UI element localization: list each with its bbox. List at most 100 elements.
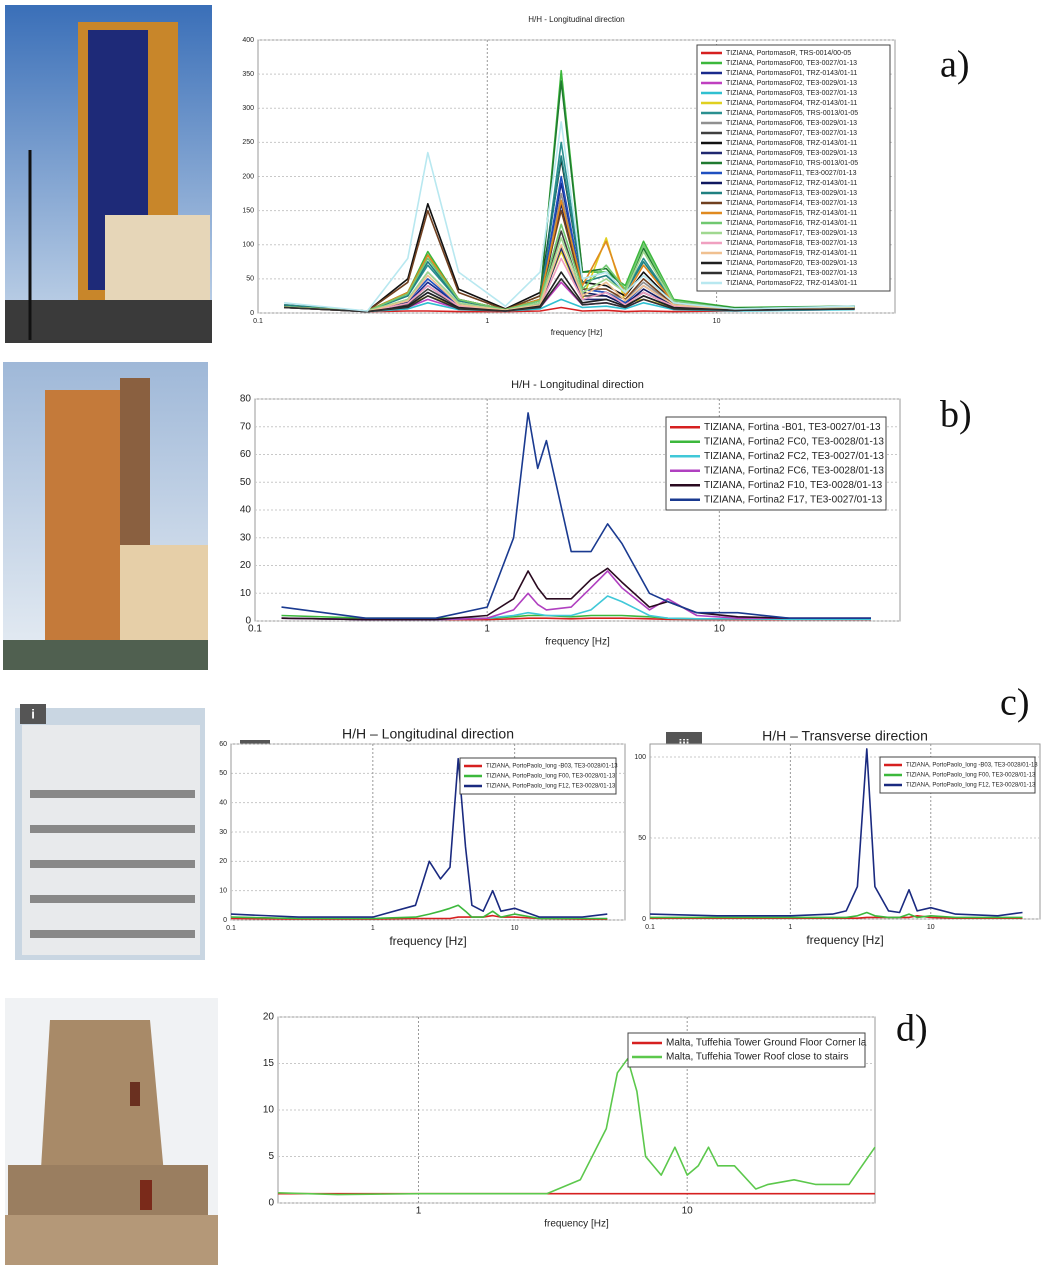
x-axis-label: frequency [Hz] <box>545 637 610 648</box>
y-tick-label: 250 <box>242 139 254 146</box>
y-tick-label: 20 <box>219 858 227 865</box>
y-tick-label: 20 <box>240 560 252 571</box>
legend-label: TIZIANA, PortoPaolo_long -B03, TE3-0028/… <box>486 764 618 770</box>
y-tick-label: 50 <box>219 770 227 777</box>
y-tick-label: 0 <box>268 1198 274 1209</box>
x-tick-label: 1 <box>371 925 375 932</box>
y-tick-label: 10 <box>263 1105 275 1116</box>
chart-title: H/H – Longitudinal direction <box>342 726 514 742</box>
legend-label: TIZIANA, PortomasoF14, TE3-0027/01-13 <box>726 200 857 207</box>
legend-label: TIZIANA, PortomasoF11, TE3-0027/01-13 <box>726 170 857 177</box>
legend-label: TIZIANA, PortomasoF00, TE3-0027/01-13 <box>726 60 857 67</box>
x-tick-label: 1 <box>484 624 490 635</box>
legend-label: TIZIANA, PortoPaolo_long -B03, TE3-0028/… <box>906 763 1038 769</box>
y-tick-label: 20 <box>263 1012 275 1023</box>
legend-label: TIZIANA, Fortina2 F10, TE3-0028/01-13 <box>704 480 883 491</box>
x-tick-label: 1 <box>485 318 489 325</box>
y-tick-label: 50 <box>246 276 254 283</box>
y-tick-label: 100 <box>242 242 254 249</box>
legend-label: TIZIANA, PortomasoR, TRS-0014/00-05 <box>726 50 851 57</box>
legend-label: TIZIANA, PortomasoF05, TRS-0013/01-05 <box>726 110 858 117</box>
x-tick-label: 10 <box>713 318 721 325</box>
photo-c <box>15 704 205 960</box>
panel-label: c) <box>1000 682 1030 724</box>
legend-label: TIZIANA, Fortina2 FC6, TE3-0028/01-13 <box>704 465 884 476</box>
y-tick-label: 70 <box>240 421 252 432</box>
inset-label: i <box>31 706 35 721</box>
panel-label: a) <box>940 44 970 86</box>
x-tick-label: 0.1 <box>248 624 262 635</box>
legend-label: TIZIANA, PortomasoF02, TE3-0029/01-13 <box>726 80 857 87</box>
x-tick-label: 10 <box>714 624 726 635</box>
legend-label: TIZIANA, PortomasoF10, TRS-0013/01-05 <box>726 160 858 167</box>
legend-label: TIZIANA, PortomasoF04, TRZ-0143/01-11 <box>726 100 857 107</box>
figure: a) b) c) d) i ii iii 0501001502002503003… <box>0 0 1042 1267</box>
legend-label: TIZIANA, PortomasoF17, TE3-0029/01-13 <box>726 230 857 237</box>
legend-label: TIZIANA, PortoPaolo_long F12, TE3-0028/0… <box>486 784 616 790</box>
legend-label: TIZIANA, PortomasoF19, TRZ-0143/01-11 <box>726 250 857 257</box>
y-tick-label: 30 <box>240 532 252 543</box>
x-tick-label: 0.1 <box>645 924 655 931</box>
x-tick-label: 1 <box>788 924 792 931</box>
chart-title: H/H - Longitudinal direction <box>528 15 625 24</box>
y-tick-label: 10 <box>219 888 227 895</box>
legend-label: TIZIANA, PortomasoF15, TRZ-0143/01-11 <box>726 210 857 217</box>
y-tick-label: 50 <box>638 835 646 842</box>
y-tick-label: 0 <box>250 310 254 317</box>
legend-label: TIZIANA, PortomasoF20, TE3-0029/01-13 <box>726 260 857 267</box>
y-tick-label: 80 <box>240 394 252 405</box>
x-axis-label: frequency [Hz] <box>551 328 603 337</box>
y-tick-label: 5 <box>268 1151 274 1162</box>
x-tick-label: 10 <box>682 1206 694 1217</box>
legend-label: TIZIANA, PortomasoF18, TE3-0027/01-13 <box>726 240 857 247</box>
photo-b <box>3 362 208 670</box>
y-tick-label: 40 <box>240 505 252 516</box>
y-tick-label: 400 <box>242 37 254 44</box>
y-tick-label: 15 <box>263 1058 275 1069</box>
y-tick-label: 60 <box>240 449 252 460</box>
y-tick-label: 200 <box>242 173 254 180</box>
chart-title: H/H - Longitudinal direction <box>511 379 644 391</box>
x-tick-label: 10 <box>511 925 519 932</box>
y-tick-label: 300 <box>242 105 254 112</box>
legend-label: TIZIANA, PortoPaolo_long F00, TE3-0028/0… <box>486 774 616 780</box>
y-tick-label: 0 <box>642 916 646 923</box>
x-tick-label: 1 <box>416 1206 422 1217</box>
legend-label: TIZIANA, PortomasoF01, TRZ-0143/01-11 <box>726 70 857 77</box>
y-tick-label: 40 <box>219 800 227 807</box>
x-axis-label: frequency [Hz] <box>806 933 883 947</box>
legend-label: TIZIANA, Fortina2 FC2, TE3-0027/01-13 <box>704 451 884 462</box>
y-tick-label: 50 <box>240 477 252 488</box>
legend-label: Malta, Tuffehia Tower Roof close to stai… <box>666 1052 849 1063</box>
x-tick-label: 0.1 <box>253 318 263 325</box>
legend-label: TIZIANA, PortomasoF07, TE3-0027/01-13 <box>726 130 857 137</box>
legend-label: TIZIANA, PortomasoF06, TE3-0029/01-13 <box>726 120 857 127</box>
legend-label: TIZIANA, PortomasoF22, TRZ-0143/01-11 <box>726 280 857 287</box>
panel-label: d) <box>896 1008 928 1050</box>
legend-label: TIZIANA, PortomasoF03, TE3-0027/01-13 <box>726 90 857 97</box>
y-tick-label: 350 <box>242 71 254 78</box>
y-tick-label: 10 <box>240 588 252 599</box>
legend-label: TIZIANA, PortoPaolo_long F00, TE3-0028/0… <box>906 773 1036 779</box>
y-tick-label: 0 <box>223 917 227 924</box>
legend-label: TIZIANA, Fortina2 F17, TE3-0027/01-13 <box>704 494 883 505</box>
legend-label: TIZIANA, PortomasoF12, TRZ-0143/01-11 <box>726 180 857 187</box>
legend-label: TIZIANA, PortomasoF13, TE3-0029/01-13 <box>726 190 857 197</box>
x-axis-label: frequency [Hz] <box>389 934 466 948</box>
x-axis-label: frequency [Hz] <box>544 1219 609 1230</box>
legend-label: TIZIANA, PortomasoF08, TRZ-0143/01-11 <box>726 140 857 147</box>
chart-title: H/H – Transverse direction <box>762 728 928 744</box>
legend-label: TIZIANA, Fortina -B01, TE3-0027/01-13 <box>704 422 881 433</box>
legend-label: TIZIANA, PortomasoF21, TE3-0027/01-13 <box>726 270 857 277</box>
y-tick-label: 150 <box>242 207 254 214</box>
x-tick-label: 0.1 <box>226 925 236 932</box>
y-tick-label: 100 <box>634 754 646 761</box>
photo-d <box>5 998 218 1265</box>
photo-a <box>5 5 212 343</box>
legend-label: TIZIANA, PortoPaolo_long F12, TE3-0028/0… <box>906 783 1036 789</box>
panel-label: b) <box>940 394 972 436</box>
y-tick-label: 30 <box>219 829 227 836</box>
legend-label: Malta, Tuffehia Tower Ground Floor Corne… <box>666 1038 867 1049</box>
x-tick-label: 10 <box>927 924 935 931</box>
legend-label: TIZIANA, PortomasoF16, TRZ-0143/01-11 <box>726 220 857 227</box>
